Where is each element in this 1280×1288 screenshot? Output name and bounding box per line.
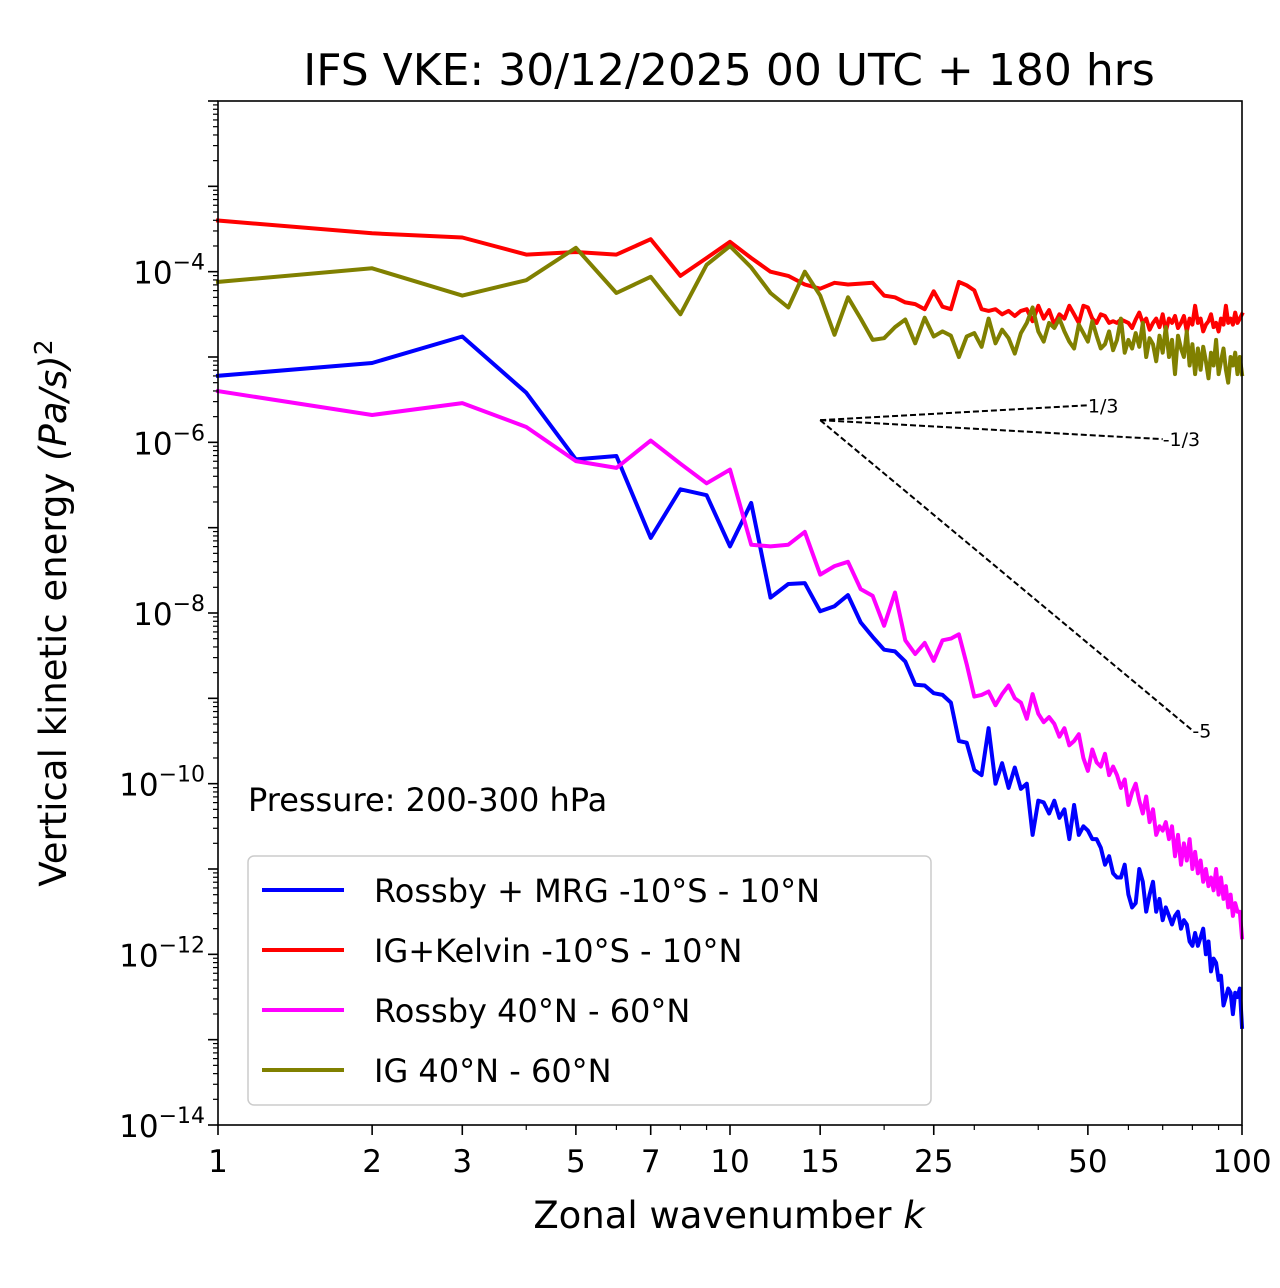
series-line-4 [215,244,1245,385]
x-axis-label: Zonal wavenumber k [533,1194,926,1237]
x-tick-label: 7 [641,1144,661,1180]
legend-label-2: IG+Kelvin -10°S - 10°N [374,932,742,970]
y-tick-label: 10−12 [119,933,205,974]
series-line-1 [215,334,1245,1030]
series-line-2 [215,218,1245,334]
legend-label-4: IG 40°N - 60°N [374,1052,612,1090]
reference-label-3: -5 [1192,720,1211,742]
x-tick-label: 25 [914,1144,953,1180]
reference-label-2: -1/3 [1163,429,1200,451]
pressure-annotation: Pressure: 200-300 hPa [248,781,607,819]
y-axis-label: Vertical kinetic energy (Pa/s)2 [29,339,75,886]
legend-label-3: Rossby 40°N - 60°N [374,992,690,1030]
legend: Rossby + MRG -10°S - 10°N IG+Kelvin -10°S… [247,855,932,1106]
x-tick-label: 10 [710,1144,749,1180]
y-tick-label: 10−10 [119,763,205,804]
x-axis-ticks: 1 2 3 5 7 10 15 25 50 100 [208,1125,1272,1180]
y-tick-label: 10−8 [133,592,205,633]
x-tick-label: 2 [362,1144,382,1180]
y-tick-label: 10−4 [133,251,205,292]
series-layer [215,218,1245,1030]
reference-line-2 [820,419,1163,441]
series-line-3 [215,388,1245,940]
chart-title: IFS VKE: 30/12/2025 00 UTC + 180 hrs [303,45,1155,96]
x-tick-label: 5 [566,1144,586,1180]
x-tick-label: 3 [452,1144,472,1180]
legend-box [247,855,932,1106]
x-tick-label: 15 [800,1144,839,1180]
reference-lines: 1/3 -1/3 -5 [819,395,1211,742]
y-axis-ticks: 10−14 10−12 10−10 10−8 10−6 10−4 [119,100,218,1145]
x-tick-label: 50 [1068,1144,1107,1180]
reference-label-1: 1/3 [1088,395,1119,417]
legend-label-1: Rossby + MRG -10°S - 10°N [374,872,820,910]
x-tick-label: 1 [208,1144,228,1180]
x-tick-label: 100 [1212,1144,1271,1180]
y-tick-label: 10−6 [133,421,205,462]
y-tick-label: 10−14 [119,1104,205,1145]
